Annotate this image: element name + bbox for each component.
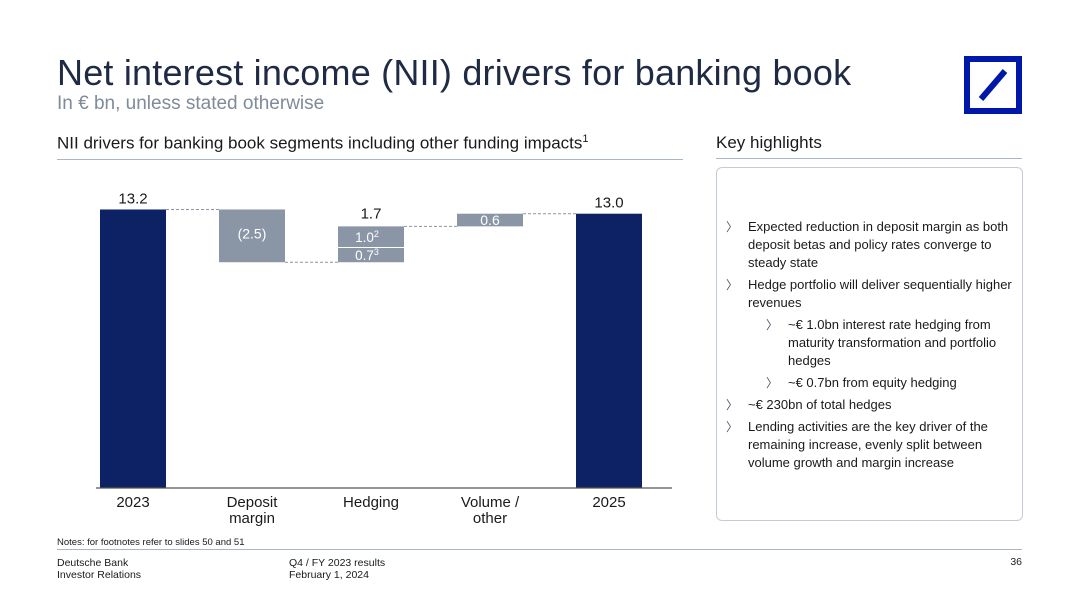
highlights-heading: Key highlights (716, 133, 1022, 159)
highlight-text: ~€ 1.0bn interest rate hedging from matu… (788, 317, 997, 368)
chart-section-heading-footnote: 1 (582, 133, 589, 145)
bar-value-label: 1.7 (361, 205, 382, 222)
footer-company-block: Deutsche Bank Investor Relations (57, 557, 141, 581)
segment-value-label: 0.73 (355, 247, 379, 263)
highlight-item: 〉 Lending activities are the key driver o… (726, 418, 1022, 472)
highlight-text: ~€ 0.7bn from equity hedging (788, 375, 957, 390)
chevron-right-icon: 〉 (726, 398, 739, 412)
segment-value-label: 1.02 (355, 229, 379, 245)
highlight-item: 〉 Hedge portfolio will deliver sequential… (726, 276, 1022, 312)
slash-icon (978, 69, 1008, 101)
bar-value-label: (2.5) (238, 225, 267, 241)
footer-report: Q4 / FY 2023 results (289, 557, 386, 569)
deutsche-bank-logo (964, 56, 1022, 114)
highlights-list: 〉 Expected reduction in deposit margin as… (726, 218, 1022, 476)
chevron-right-icon: 〉 (726, 420, 739, 434)
category-label: 2023 (116, 494, 149, 511)
chevron-right-icon: 〉 (726, 278, 739, 292)
bar-value-label: 13.0 (594, 195, 623, 212)
chart-section-heading-text: NII drivers for banking book segments in… (57, 133, 583, 153)
hedging-segment-bar (338, 226, 404, 248)
nii-waterfall-chart: 13.22023(2.5)Depositmargin0.731.021.7Hed… (96, 190, 672, 527)
highlight-item: 〉 Expected reduction in deposit margin as… (726, 218, 1022, 272)
delta-bar (219, 209, 285, 263)
highlight-text: Lending activities are the key driver of… (748, 419, 988, 470)
delta-bar (457, 213, 523, 227)
category-label: other (473, 510, 507, 527)
page-number: 36 (1010, 556, 1022, 568)
bar-value-label: 0.6 (480, 212, 500, 228)
page-title: Net interest income (NII) drivers for ba… (57, 52, 852, 93)
highlight-item: 〉 ~€ 230bn of total hedges (726, 396, 1022, 414)
chevron-right-icon: 〉 (726, 220, 739, 234)
highlight-text: ~€ 230bn of total hedges (748, 397, 892, 412)
total-bar (100, 209, 166, 489)
total-bar (576, 213, 642, 488)
segment-footnote: 2 (374, 229, 379, 239)
segment-value: 1.0 (355, 230, 374, 245)
category-label: margin (229, 510, 275, 527)
category-label: Deposit (227, 494, 279, 511)
bar-value-label: 13.2 (118, 190, 147, 207)
footer-divider (57, 549, 1022, 550)
highlight-item: 〉 ~€ 0.7bn from equity hedging (726, 374, 1022, 392)
chart-section-heading: NII drivers for banking book segments in… (57, 133, 683, 160)
highlight-text: Expected reduction in deposit margin as … (748, 219, 1009, 270)
chevron-right-icon: 〉 (766, 376, 779, 390)
page-subtitle: In € bn, unless stated otherwise (57, 93, 325, 114)
segment-footnote: 3 (374, 247, 379, 257)
footer-report-block: Q4 / FY 2023 results February 1, 2024 (289, 557, 385, 581)
highlights-panel (716, 167, 1023, 521)
category-label: Hedging (343, 494, 399, 511)
hedging-segment-bar (338, 247, 404, 263)
footer-date: February 1, 2024 (289, 569, 369, 581)
segment-value: 0.7 (355, 248, 374, 263)
category-label: Volume / (461, 494, 520, 511)
footer-department: Investor Relations (57, 569, 142, 581)
highlight-item: 〉 ~€ 1.0bn interest rate hedging from mat… (726, 316, 1022, 370)
highlight-text: Hedge portfolio will deliver sequentiall… (748, 277, 1012, 310)
footer-company: Deutsche Bank (57, 557, 129, 569)
chevron-right-icon: 〉 (766, 318, 779, 332)
category-label: 2025 (592, 494, 625, 511)
notes-text: Notes: for footnotes refer to slides 50 … (57, 537, 245, 548)
